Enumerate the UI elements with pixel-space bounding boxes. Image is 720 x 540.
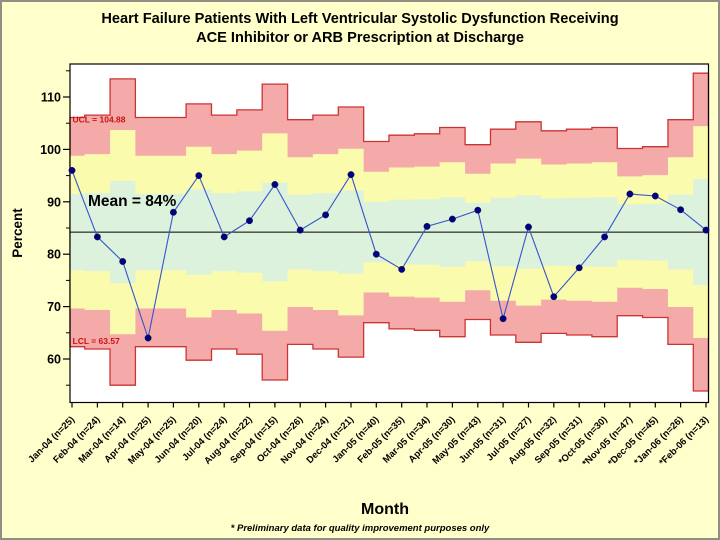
footnote: * Preliminary data for quality improveme… [230,523,490,534]
data-point [144,334,152,342]
data-point [169,208,177,216]
y-axis: 110 100 90 80 70 60 [40,70,70,386]
data-point [702,226,710,234]
lcl-label: LCL = 63.57 [73,336,121,346]
data-point [372,250,380,258]
y-tick-label: 110 [41,91,61,105]
y-axis-title: Percent [10,208,25,258]
chart-title-line1: Heart Failure Patients With Left Ventric… [101,11,619,27]
y-tick-label: 60 [47,353,61,367]
data-point [550,293,558,301]
data-point [677,206,685,214]
data-point [575,264,583,272]
data-point [296,226,304,234]
chart-title-line2: ACE Inhibitor or ARB Prescription at Dis… [196,30,524,46]
y-tick-label: 80 [47,248,61,262]
y-tick-label: 70 [47,300,61,314]
data-series-line [71,170,707,341]
chart-title: Heart Failure Patients With Left Ventric… [2,10,718,48]
x-axis: Jan-04 (n=25)Feb-04 (n=24)Mar-04 (n=14)A… [26,402,711,469]
data-point [525,223,532,231]
y-tick-label: 100 [40,143,61,157]
data-point [499,315,507,323]
data-point [119,258,127,265]
data-point [601,233,609,241]
data-point [322,211,330,219]
data-point [246,217,253,225]
data-point [271,181,279,188]
ucl-label: UCL = 104.88 [73,115,126,125]
data-point [93,233,101,241]
data-point [220,233,228,241]
plot-frame [69,63,710,404]
data-point [423,222,431,230]
mean-annotation: Mean = 84% [88,193,177,210]
x-axis-title: Month [361,501,409,518]
data-point [448,215,456,223]
data-point [398,265,406,273]
data-point [195,172,203,180]
data-point [474,206,482,214]
data-point [626,190,634,198]
data-point [651,192,659,200]
y-tick-label: 90 [47,195,61,209]
data-point [68,166,76,174]
data-point [347,171,355,179]
